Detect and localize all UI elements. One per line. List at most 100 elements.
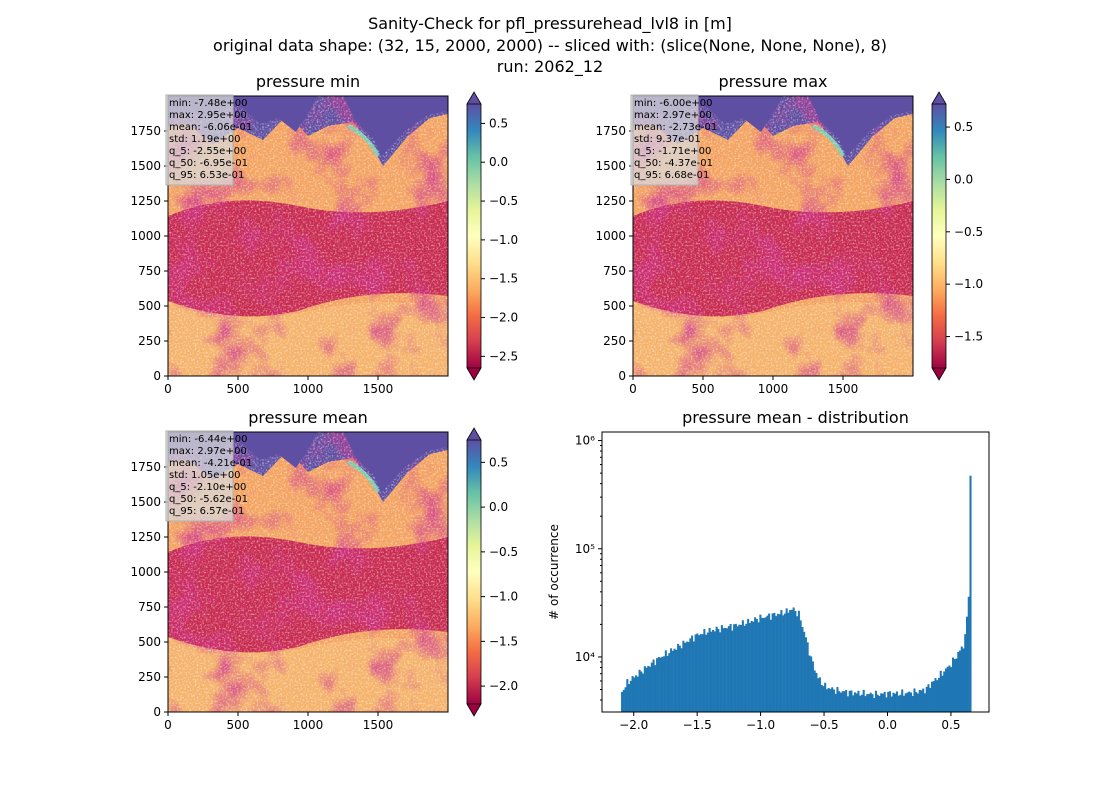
y-tick-label: 1250 <box>130 194 161 208</box>
colorbar-tick-label: −1.0 <box>489 233 518 247</box>
colorbar-tick-label: −1.5 <box>489 634 518 648</box>
histogram-bar <box>948 665 951 712</box>
histogram-bar <box>661 656 664 712</box>
y-tick-label: 250 <box>138 670 161 684</box>
y-tick-label: 1250 <box>595 194 626 208</box>
histogram-bar <box>867 694 870 712</box>
stats-line: q_50: -5.62e-01 <box>169 494 248 505</box>
histogram-bar <box>629 680 632 712</box>
x-tick-label: 500 <box>227 718 250 732</box>
histogram-bar <box>897 695 900 712</box>
histogram-bar <box>887 691 890 712</box>
y-tick-label: 1000 <box>130 229 161 243</box>
histogram-bar <box>957 651 960 712</box>
stats-line: q_50: -4.37e-01 <box>634 158 713 169</box>
stats-line: q_95: 6.57e-01 <box>169 506 244 517</box>
x-tick-label: −1.0 <box>746 718 775 732</box>
histogram-bar <box>806 642 809 712</box>
histogram-bar <box>624 687 627 712</box>
histogram-bar <box>874 690 877 712</box>
histogram-bar <box>878 695 881 712</box>
histogram-bar <box>671 650 674 712</box>
x-tick-label: 1000 <box>758 382 789 396</box>
histogram-bar <box>859 695 862 712</box>
histogram-bar <box>794 610 797 712</box>
histogram-bar <box>860 694 863 712</box>
y-tick-label: 750 <box>138 264 161 278</box>
histogram-bar <box>738 624 741 712</box>
histogram-bar <box>761 617 764 712</box>
colorbar-tick-label: −2.0 <box>489 311 518 325</box>
histogram-bar <box>815 672 818 712</box>
histogram-panel: pressure mean - distribution −2.0 −1.5 −1.0… <box>547 408 990 732</box>
histogram-bar <box>778 614 781 712</box>
histogram-bar <box>719 632 722 712</box>
histogram-bar <box>729 624 732 712</box>
colorbar-extend-min <box>931 367 947 381</box>
stats-line: std: 1.05e+00 <box>169 470 241 481</box>
histogram-bar <box>839 692 842 712</box>
histogram-bar <box>934 678 937 712</box>
y-tick-label: 1500 <box>595 159 626 173</box>
colorbar-gradient <box>467 104 481 368</box>
histogram-bar <box>918 689 921 712</box>
stats-line: mean: -4.21e-01 <box>169 458 252 469</box>
histogram-bar <box>787 612 790 712</box>
histogram-bar <box>920 690 923 712</box>
histogram-bar <box>635 675 638 712</box>
histogram-bar <box>652 659 655 712</box>
y-tick-label: 500 <box>138 635 161 649</box>
stats-line: q_5: -2.10e+00 <box>169 482 246 493</box>
histogram-bar <box>768 613 771 712</box>
heatmap-panel: pressure min 0 500 1000 1500 0 250 500 750 1000 12… <box>130 72 518 396</box>
colorbar-tick-label: −2.0 <box>489 679 518 693</box>
histogram-bar <box>703 629 706 712</box>
histogram-bar <box>785 608 788 712</box>
histogram-bar <box>710 631 713 712</box>
histogram-bar <box>790 609 793 712</box>
y-tick-label: 1000 <box>130 565 161 579</box>
colorbar-tick-label: −1.0 <box>954 277 983 291</box>
histogram-bar <box>631 676 634 712</box>
histogram-bar <box>769 619 772 712</box>
y-tick-label: 10⁴ <box>575 650 595 664</box>
colorbar-tick-label: 0.5 <box>489 116 508 130</box>
x-tick-label: −1.5 <box>683 718 712 732</box>
y-tick-label: 0 <box>618 369 626 383</box>
histogram-bar <box>906 692 909 712</box>
histogram-bar <box>736 626 739 712</box>
histogram-bar <box>922 688 925 712</box>
colorbar-extend-min <box>466 703 482 717</box>
histogram-bar <box>824 682 827 712</box>
histogram-bar <box>832 689 835 712</box>
colorbar-tick-label: 0.5 <box>489 455 508 469</box>
histogram-bar <box>958 650 962 712</box>
histogram-bar <box>752 621 755 712</box>
histogram-bar <box>811 661 814 712</box>
histogram-bar <box>687 641 690 712</box>
colorbar-tick-label: 0.5 <box>954 120 973 134</box>
histogram-bar <box>936 680 939 712</box>
x-tick-label: 0 <box>164 718 172 732</box>
histogram-bar <box>762 617 765 712</box>
histogram-bar <box>834 693 837 712</box>
histogram-bar <box>871 694 874 712</box>
y-tick-label: 250 <box>138 334 161 348</box>
histogram-bar <box>633 677 636 712</box>
histogram-bar <box>780 610 783 712</box>
colorbar-frame <box>466 440 482 704</box>
histogram-bar <box>773 612 776 712</box>
histogram-bar <box>862 689 865 712</box>
figure-suptitle: Sanity-Check for pfl_pressurehead_lvl8 i… <box>213 14 887 77</box>
y-tick-label: 250 <box>603 334 626 348</box>
histogram-bar <box>817 678 820 712</box>
colorbar-tick-label: −0.5 <box>954 225 983 239</box>
histogram-bar <box>740 624 743 712</box>
histogram-bar <box>636 676 639 712</box>
histogram-bar <box>888 691 891 712</box>
histogram-bar <box>937 677 941 712</box>
histogram-bar <box>901 689 904 712</box>
panel-title: pressure max <box>718 72 827 91</box>
histogram-bar <box>796 616 799 712</box>
colorbar-tick-label: 0.0 <box>489 500 508 514</box>
